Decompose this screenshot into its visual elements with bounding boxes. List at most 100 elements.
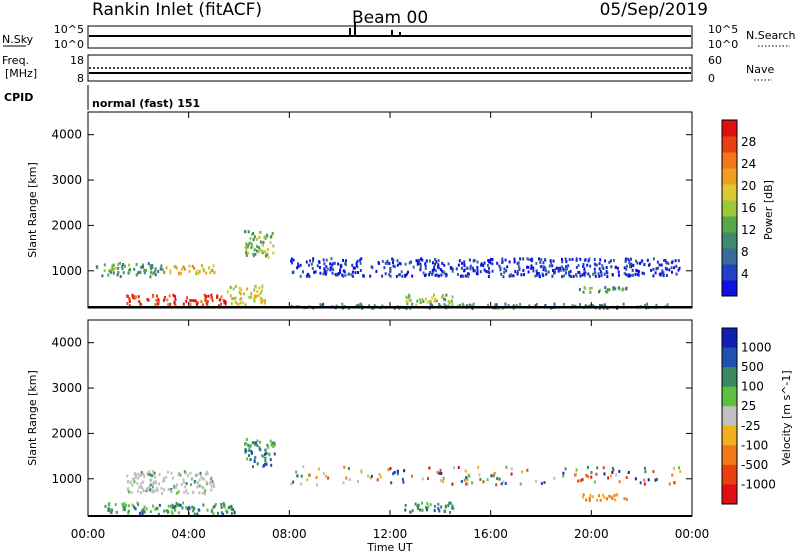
power-cell [445,293,448,297]
velocity-cell [143,505,146,509]
velocity-cell [505,465,508,469]
velocity-cell [157,512,160,516]
velocity-cell [148,486,150,489]
power-cell [154,273,157,277]
power-cell [224,300,227,304]
colorbar-block [722,168,737,185]
velocity-cell [500,482,503,486]
beam-title: Beam 00 [352,8,428,28]
velocity-cell [248,454,250,457]
velocity-cell [158,473,161,477]
power-cell [347,272,350,276]
power-colorbar-frame [721,119,738,297]
power-cell [389,267,392,271]
power-cell [578,288,581,291]
power-cell [582,264,585,268]
velocity-cell [526,468,529,472]
power-cell [527,258,530,261]
power-cell [577,264,580,267]
velocity-cell [396,469,399,473]
power-cell [310,262,313,266]
power-cell [429,300,431,304]
power-cell [156,302,159,306]
x-tick-label: 00:00 [71,527,106,541]
velocity-cell [613,494,616,497]
velocity-cell [136,501,139,505]
velocity-cell [170,488,173,491]
power-cell [192,299,195,303]
station-title: Rankin Inlet (fitACF) [92,0,262,20]
power-cell [128,297,131,301]
power-cell [264,254,267,258]
velocity-cell [133,478,136,481]
velocity-cell [163,479,166,482]
velocity-cell [591,495,594,499]
power-cell [174,298,177,302]
velocity-cell [162,477,165,481]
power-cell [408,293,411,297]
velocity-cell [142,472,145,476]
velocity-cell [143,510,146,514]
power-cell [658,263,661,267]
power-cell [404,273,406,277]
velocity-cell [392,472,395,476]
power-cell [253,294,256,298]
y-tick-label: 3000 [51,173,82,187]
colorbar-tick-label: 12 [741,223,756,237]
velocity-cell [195,473,198,477]
power-cell [359,269,362,272]
power-cell [513,260,516,264]
power-cell [471,304,474,308]
colorbar-tick-label: 4 [741,267,749,281]
colorbar-block [722,484,737,505]
velocity-cell [108,502,111,505]
velocity-cell [139,484,142,488]
velocity-cell [137,476,140,480]
power-cell [201,303,204,307]
power-cell [598,267,601,271]
power-cell [487,275,490,279]
power-cell [519,257,522,261]
power-cell [208,266,211,270]
power-cell [409,260,412,264]
power-cell [237,302,240,306]
power-cell [182,302,185,306]
velocity-cell [273,452,276,456]
power-cell [420,257,423,261]
power-cell [103,263,106,267]
velocity-cell [177,503,180,507]
power-cell [424,267,427,271]
power-cell [255,237,258,241]
power-cell [329,262,332,266]
colorbar-block [722,367,737,388]
power-cell [337,272,340,275]
power-cell [319,271,322,275]
power-cell [589,264,592,268]
power-cell [258,235,261,239]
velocity-cell [603,495,606,499]
velocity-cell [585,474,588,477]
power-cell [535,261,538,265]
power-cell [392,258,395,262]
velocity-cell [193,507,196,511]
power-cell [169,269,172,273]
velocity-cell [136,481,139,485]
velocity-cell [249,444,252,448]
velocity-cell [149,483,152,487]
velocity-cell [264,456,267,460]
power-cell [112,269,115,273]
velocity-cell [153,471,156,475]
power-cell [357,303,360,307]
power-cell [111,264,114,268]
power-cell [667,261,670,265]
power-cell [323,267,326,271]
velocity-cell [185,506,188,510]
power-cell [242,301,245,305]
velocity-cell [444,504,447,508]
power-echo-region [578,286,628,294]
power-cell [359,303,362,307]
velocity-cell [154,481,157,485]
power-cell [386,259,389,263]
velocity-cell [171,506,174,510]
power-cell [441,261,444,265]
